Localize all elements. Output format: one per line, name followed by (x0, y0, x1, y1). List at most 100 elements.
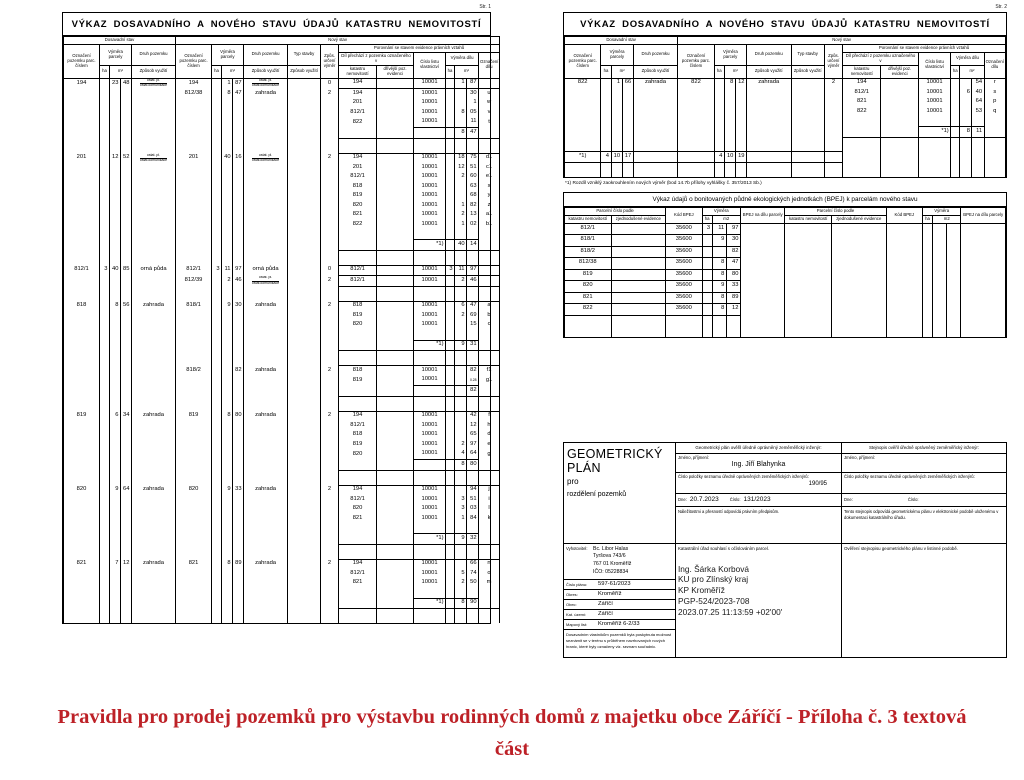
cell (932, 269, 947, 281)
cell (243, 229, 288, 240)
cell (120, 127, 132, 139)
header-row: Dosavadní stav Nový stav (563, 36, 1006, 45)
cell (99, 239, 110, 251)
cell (232, 127, 244, 139)
building-type-header: Typ stavby (790, 43, 825, 66)
cell (99, 117, 110, 128)
cell (120, 320, 132, 331)
cell: 89 (725, 292, 741, 304)
cell (784, 234, 832, 246)
cell (960, 269, 1006, 281)
cell (960, 246, 1006, 258)
land-use-fraction: ostat. pl. ostat.komunikace (139, 78, 168, 88)
bpej-empty-row (564, 315, 1006, 326)
cell (320, 250, 339, 266)
cell (221, 320, 233, 331)
cell (63, 138, 100, 154)
cell (917, 151, 951, 163)
cell (221, 385, 233, 397)
cell (445, 339, 455, 352)
cell (99, 470, 110, 486)
cell (784, 223, 832, 235)
cell (232, 533, 244, 545)
stamp-name: Ing. Šárka Korbová (678, 563, 750, 574)
cell (63, 533, 100, 545)
cell (221, 239, 233, 251)
cell (130, 569, 176, 579)
cell (130, 365, 176, 376)
page-1-number: Str. 1 (479, 4, 491, 10)
cell (221, 220, 233, 230)
cell (109, 430, 121, 441)
bpej-row: 822 35600 8 12 (564, 303, 1006, 316)
cell (175, 396, 212, 412)
verifier-name: Ing. Jiří Blahynka (731, 460, 786, 468)
gp-copy-header: Stejnopis ověřil úředně oprávněný zeměmě… (842, 443, 1006, 454)
cell: 35600 (665, 269, 703, 281)
cell (232, 340, 244, 351)
cell (63, 495, 100, 505)
cell (109, 138, 121, 154)
cell (454, 320, 467, 331)
cell (175, 250, 212, 266)
cadastre-header: katastru nemovitostí (784, 214, 832, 224)
cell (130, 495, 176, 505)
cell (478, 470, 501, 486)
cell: 35600 (665, 223, 703, 235)
vykaz-title: VÝKAZ DOSAVADNÍHO A NOVÉHO STAVU ÚDAJŮ K… (564, 13, 1006, 36)
novy-stav-header: Nový stav (677, 36, 1006, 45)
cell (130, 459, 176, 471)
date-value: 20.7.2023 (689, 496, 719, 503)
cell (175, 229, 212, 240)
cell (211, 98, 222, 109)
cell (120, 385, 132, 397)
cell (99, 350, 110, 366)
cell (713, 116, 725, 127)
cell: 10001 (413, 320, 446, 331)
cell (376, 459, 414, 471)
cell (320, 449, 339, 460)
cell: 8 (711, 269, 727, 281)
cell (232, 523, 244, 534)
cell (130, 182, 176, 192)
cell (287, 350, 321, 366)
cell: 10001 (413, 311, 446, 321)
copy-verify-label: Ověření stejnopisu geometrického plánu v… (844, 545, 958, 551)
cell (130, 286, 176, 302)
cell (338, 533, 377, 545)
cell (950, 137, 960, 152)
cell (701, 326, 713, 337)
cell (983, 126, 1007, 138)
cell (445, 569, 455, 579)
cell (959, 97, 972, 108)
cell: 17 (621, 151, 634, 163)
cell (413, 229, 446, 240)
cell (221, 365, 233, 376)
cell (960, 280, 1006, 292)
cell (243, 330, 288, 341)
cell (376, 495, 414, 505)
cell: 820 (338, 320, 377, 331)
cell: 194 (63, 78, 100, 89)
cell (63, 88, 100, 99)
cell (63, 108, 100, 118)
header-row: ha m² Způsob využití ha m² Způsob využití Způs… (64, 64, 500, 79)
cell (445, 311, 455, 321)
table-row: *1) 8 11 (563, 126, 1007, 138)
cell (376, 578, 414, 589)
cell: 1 (454, 201, 467, 211)
cell (445, 385, 455, 397)
cell (99, 320, 110, 331)
cell: 818 (338, 182, 377, 192)
bpej-row: 812/38 35600 8 47 (564, 257, 1006, 270)
cell (466, 608, 479, 624)
cell (99, 78, 110, 89)
cell (232, 350, 244, 366)
cell: 11 (221, 265, 233, 276)
cell (880, 88, 919, 98)
cell (445, 588, 455, 599)
cell (221, 396, 233, 412)
cell: 87 (466, 77, 479, 89)
cell (413, 127, 446, 139)
